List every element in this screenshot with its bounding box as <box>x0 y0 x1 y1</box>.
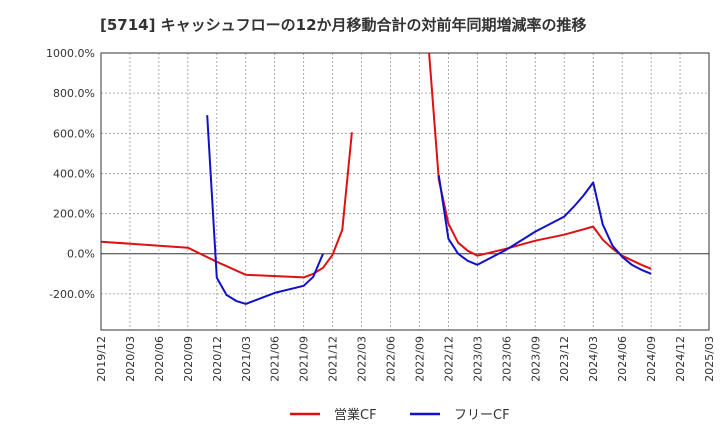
x-tick-label: 2022/12 <box>442 336 455 382</box>
x-tick-label: 2020/09 <box>182 336 195 382</box>
y-tick-label: 400.0% <box>53 167 95 180</box>
x-tick-label: 2022/06 <box>385 336 398 382</box>
x-tick-label: 2022/03 <box>356 336 369 382</box>
chart-title: [5714] キャッシュフローの12か月移動合計の対前年同期増減率の推移 <box>100 16 587 34</box>
x-tick-label: 2021/09 <box>298 336 311 382</box>
series-lines <box>100 52 652 305</box>
y-tick-label: 600.0% <box>53 127 95 140</box>
y-tick-label: 0.0% <box>67 248 95 261</box>
x-tick-label: 2024/09 <box>645 336 658 382</box>
free-cf-line <box>437 175 652 275</box>
x-tick-label: 2024/06 <box>616 336 629 382</box>
x-tick-label: 2023/06 <box>500 336 513 382</box>
x-tick-label: 2023/12 <box>558 336 571 382</box>
x-axis-ticks: 2019/12 2020/03 2020/06 2020/09 2020/12 2021/… <box>95 336 716 382</box>
x-tick-label: 2022/09 <box>413 336 426 382</box>
x-tick-label: 2025/03 <box>703 336 716 382</box>
x-tick-label: 2021/12 <box>327 336 340 382</box>
x-tick-label: 2023/09 <box>529 336 542 382</box>
y-tick-label: -200.0% <box>49 288 95 301</box>
x-tick-label: 2021/03 <box>240 336 253 382</box>
x-tick-label: 2020/06 <box>153 336 166 382</box>
grid <box>101 52 709 330</box>
operating-cf-line <box>100 132 353 279</box>
x-tick-label: 2024/03 <box>587 336 600 382</box>
x-tick-label: 2019/12 <box>95 336 108 382</box>
y-axis-ticks: -200.0% 0.0% 200.0% 400.0% 600.0% 800.0% 1000.… <box>46 47 95 301</box>
x-tick-label: 2024/12 <box>674 336 687 382</box>
x-tick-label: 2020/12 <box>211 336 224 382</box>
x-tick-label: 2023/03 <box>471 336 484 382</box>
operating-cf-line <box>428 52 652 270</box>
y-tick-label: 200.0% <box>53 208 95 221</box>
legend-label-free-cf: フリーCF <box>454 408 510 423</box>
y-tick-label: 1000.0% <box>46 47 95 60</box>
plot-frame <box>100 52 710 331</box>
legend: 営業CF フリーCF <box>290 407 510 423</box>
x-tick-label: 2020/03 <box>124 336 137 382</box>
y-tick-label: 800.0% <box>53 87 95 100</box>
free-cf-line <box>206 115 324 305</box>
x-tick-label: 2021/06 <box>269 336 282 382</box>
legend-label-operating-cf: 営業CF <box>334 407 377 423</box>
